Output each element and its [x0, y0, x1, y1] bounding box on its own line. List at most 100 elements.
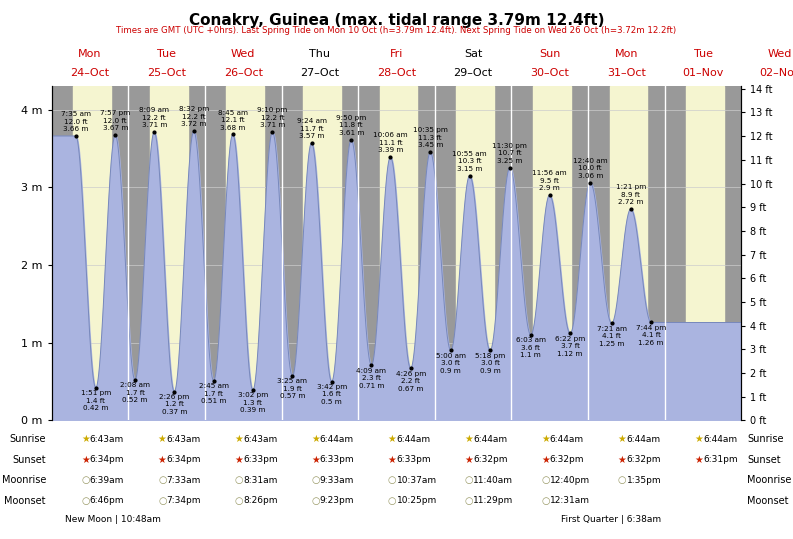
- Bar: [686, 86, 724, 420]
- Text: 6:32pm: 6:32pm: [626, 455, 661, 464]
- Text: Sunrise: Sunrise: [10, 434, 46, 444]
- Text: First Quarter | 6:38am: First Quarter | 6:38am: [561, 515, 661, 524]
- Bar: [150, 86, 187, 420]
- Bar: [73, 86, 111, 420]
- Text: Sunrise: Sunrise: [747, 434, 783, 444]
- Text: ★: ★: [81, 434, 90, 444]
- Text: 10:25pm: 10:25pm: [396, 496, 437, 505]
- Text: ★: ★: [235, 455, 243, 465]
- Text: ★: ★: [311, 434, 320, 444]
- Text: Times are GMT (UTC +0hrs). Last Spring Tide on Mon 10 Oct (h=3.79m 12.4ft). Next: Times are GMT (UTC +0hrs). Last Spring T…: [117, 26, 676, 35]
- Text: 7:34pm: 7:34pm: [167, 496, 201, 505]
- Text: Sat: Sat: [464, 49, 482, 59]
- Text: 6:22 pm
3.7 ft
1.12 m: 6:22 pm 3.7 ft 1.12 m: [555, 336, 585, 357]
- Text: 24–Oct: 24–Oct: [71, 68, 109, 78]
- Text: 4:09 am
2.3 ft
0.71 m: 4:09 am 2.3 ft 0.71 m: [356, 368, 386, 389]
- Text: Wed: Wed: [231, 49, 255, 59]
- Text: 6:31pm: 6:31pm: [703, 455, 737, 464]
- Text: 12:40 am
10.0 ft
3.06 m: 12:40 am 10.0 ft 3.06 m: [573, 158, 607, 179]
- Text: 6:43am: 6:43am: [243, 435, 278, 444]
- Text: 02–Nov: 02–Nov: [759, 68, 793, 78]
- Text: 2:08 am
1.7 ft
0.52 m: 2:08 am 1.7 ft 0.52 m: [120, 382, 150, 403]
- Text: ★: ★: [158, 434, 167, 444]
- Text: 1:51 pm
1.4 ft
0.42 m: 1:51 pm 1.4 ft 0.42 m: [81, 390, 111, 411]
- Bar: [533, 86, 571, 420]
- Text: ★: ★: [158, 455, 167, 465]
- Text: 28–Oct: 28–Oct: [377, 68, 416, 78]
- Text: 7:21 am
4.1 ft
1.25 m: 7:21 am 4.1 ft 1.25 m: [596, 326, 626, 347]
- Text: Mon: Mon: [615, 49, 638, 59]
- Text: 6:46pm: 6:46pm: [90, 496, 125, 505]
- Text: 25–Oct: 25–Oct: [147, 68, 186, 78]
- Text: ○: ○: [82, 496, 90, 506]
- Text: Moonset: Moonset: [747, 496, 788, 506]
- Bar: [303, 86, 341, 420]
- Text: 7:33am: 7:33am: [167, 476, 201, 485]
- Text: 11:29pm: 11:29pm: [473, 496, 513, 505]
- Text: ★: ★: [81, 455, 90, 465]
- Text: 29–Oct: 29–Oct: [454, 68, 492, 78]
- Text: ★: ★: [388, 455, 396, 465]
- Text: 31–Oct: 31–Oct: [607, 68, 646, 78]
- Text: 9:24 am
11.7 ft
3.57 m: 9:24 am 11.7 ft 3.57 m: [297, 118, 327, 139]
- Text: ○: ○: [158, 475, 167, 485]
- Text: Moonset: Moonset: [5, 496, 46, 506]
- Text: ★: ★: [618, 455, 626, 465]
- Text: 6:44am: 6:44am: [626, 435, 661, 444]
- Text: 5:00 am
3.0 ft
0.9 m: 5:00 am 3.0 ft 0.9 m: [436, 353, 465, 374]
- Text: 8:26pm: 8:26pm: [243, 496, 278, 505]
- Text: 11:30 pm
10.7 ft
3.25 m: 11:30 pm 10.7 ft 3.25 m: [492, 143, 527, 164]
- Text: ★: ★: [541, 434, 550, 444]
- Text: 6:33pm: 6:33pm: [320, 455, 354, 464]
- Text: 10:06 am
11.1 ft
3.39 m: 10:06 am 11.1 ft 3.39 m: [374, 132, 408, 153]
- Text: 3:42 pm
1.6 ft
0.5 m: 3:42 pm 1.6 ft 0.5 m: [316, 384, 347, 405]
- Text: ○: ○: [312, 475, 320, 485]
- Text: 26–Oct: 26–Oct: [224, 68, 262, 78]
- Text: 6:33pm: 6:33pm: [243, 455, 278, 464]
- Text: Sun: Sun: [539, 49, 561, 59]
- Text: 6:44am: 6:44am: [473, 435, 508, 444]
- Text: Mon: Mon: [79, 49, 102, 59]
- Bar: [380, 86, 417, 420]
- Text: ★: ★: [618, 434, 626, 444]
- Text: ★: ★: [695, 455, 703, 465]
- Text: 7:57 pm
12.0 ft
3.67 m: 7:57 pm 12.0 ft 3.67 m: [100, 110, 130, 132]
- Text: 9:23pm: 9:23pm: [320, 496, 354, 505]
- Text: Tue: Tue: [157, 49, 176, 59]
- Text: ○: ○: [465, 475, 473, 485]
- Text: Sunset: Sunset: [747, 455, 780, 465]
- Text: 10:55 am
10.3 ft
3.15 m: 10:55 am 10.3 ft 3.15 m: [452, 151, 487, 172]
- Text: 6:34pm: 6:34pm: [167, 455, 201, 464]
- Text: 8:32 pm
12.2 ft
3.72 m: 8:32 pm 12.2 ft 3.72 m: [178, 106, 209, 127]
- Text: ★: ★: [388, 434, 396, 444]
- Text: ○: ○: [542, 475, 550, 485]
- Text: 01–Nov: 01–Nov: [683, 68, 724, 78]
- Text: 5:18 pm
3.0 ft
0.9 m: 5:18 pm 3.0 ft 0.9 m: [475, 353, 505, 374]
- Bar: [456, 86, 494, 420]
- Text: Conakry, Guinea (max. tidal range 3.79m 12.4ft): Conakry, Guinea (max. tidal range 3.79m …: [189, 13, 604, 29]
- Text: 7:35 am
12.0 ft
3.66 m: 7:35 am 12.0 ft 3.66 m: [61, 111, 90, 132]
- Text: 30–Oct: 30–Oct: [531, 68, 569, 78]
- Text: ★: ★: [311, 455, 320, 465]
- Text: 6:39am: 6:39am: [90, 476, 125, 485]
- Text: 9:10 pm
12.2 ft
3.71 m: 9:10 pm 12.2 ft 3.71 m: [258, 107, 288, 128]
- Text: ★: ★: [695, 434, 703, 444]
- Text: 4:26 pm
2.2 ft
0.67 m: 4:26 pm 2.2 ft 0.67 m: [396, 371, 426, 392]
- Text: 8:09 am
12.2 ft
3.71 m: 8:09 am 12.2 ft 3.71 m: [140, 107, 169, 128]
- Text: ★: ★: [465, 455, 473, 465]
- Text: 9:50 pm
11.8 ft
3.61 m: 9:50 pm 11.8 ft 3.61 m: [336, 115, 366, 136]
- Text: 6:32pm: 6:32pm: [473, 455, 508, 464]
- Text: 6:44am: 6:44am: [396, 435, 431, 444]
- Text: 12:31am: 12:31am: [550, 496, 590, 505]
- Text: 6:44am: 6:44am: [550, 435, 584, 444]
- Text: Tue: Tue: [694, 49, 713, 59]
- Text: 27–Oct: 27–Oct: [301, 68, 339, 78]
- Text: ○: ○: [235, 496, 243, 506]
- Text: ○: ○: [618, 475, 626, 485]
- Text: 11:40am: 11:40am: [473, 476, 513, 485]
- Text: 10:35 pm
11.3 ft
3.45 m: 10:35 pm 11.3 ft 3.45 m: [413, 127, 448, 148]
- Text: 2:26 pm
1.2 ft
0.37 m: 2:26 pm 1.2 ft 0.37 m: [159, 394, 190, 415]
- Text: 10:37am: 10:37am: [396, 476, 437, 485]
- Text: Moonrise: Moonrise: [2, 475, 46, 485]
- Text: ○: ○: [158, 496, 167, 506]
